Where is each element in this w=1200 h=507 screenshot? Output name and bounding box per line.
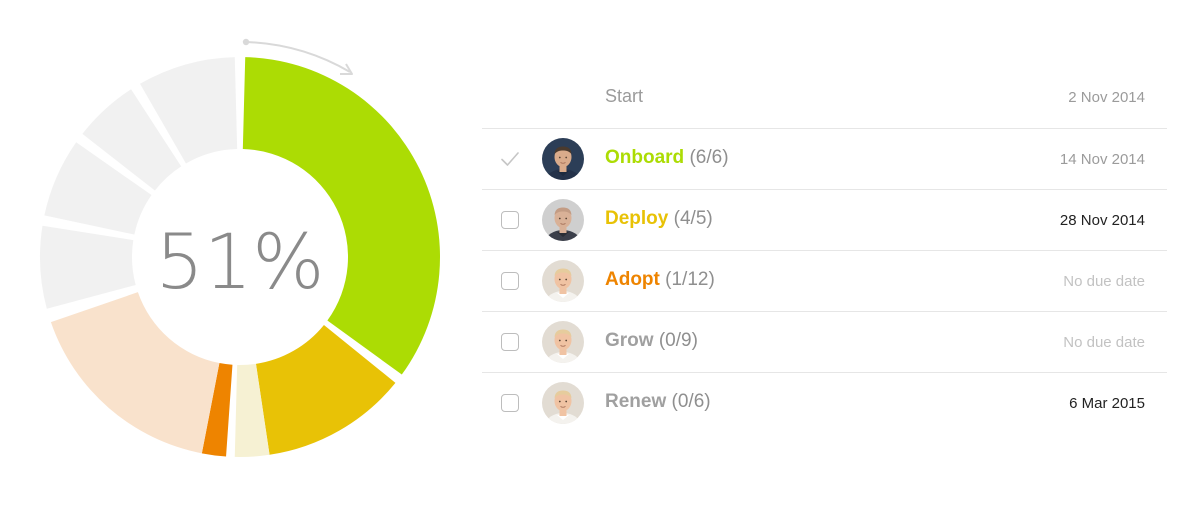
due-date[interactable]: No due date — [1063, 334, 1145, 351]
stage-row-renew[interactable]: Renew (0/6) 6 Mar 2015 — [482, 373, 1167, 434]
stage-row-deploy[interactable]: Deploy (4/5) 28 Nov 2014 — [482, 190, 1167, 251]
avatar-grow[interactable] — [542, 321, 584, 363]
person-bald-icon — [542, 199, 584, 241]
avatar-deploy[interactable] — [542, 199, 584, 241]
person-fair-hair-icon — [542, 260, 584, 302]
stage-title-deploy[interactable]: Deploy (4/5) — [605, 208, 713, 230]
lifecycle-stage-list: Start 2 Nov 2014 Onboard (6/6) 14 Nov 20… — [482, 67, 1167, 434]
donut-segment-deploy-remaining — [234, 363, 270, 457]
stage-title-onboard[interactable]: Onboard (6/6) — [605, 147, 729, 169]
donut-segment-adopt-remaining — [50, 292, 220, 454]
stage-name[interactable]: Adopt — [605, 269, 660, 290]
donut-segments — [39, 57, 440, 457]
checkbox[interactable] — [501, 272, 519, 290]
person-fair-hair-icon — [542, 321, 584, 363]
donut-segment-remaining-6 — [140, 57, 238, 164]
stage-name[interactable]: Deploy — [605, 208, 669, 229]
stage-count: (0/9) — [658, 330, 698, 351]
stage-name[interactable]: Renew — [605, 391, 667, 412]
stage-name[interactable]: Grow — [605, 330, 654, 351]
donut-segment-remaining-5 — [82, 89, 182, 191]
due-date[interactable]: No due date — [1063, 273, 1145, 290]
donut-segment-onboard — [242, 57, 440, 375]
avatar-renew[interactable] — [542, 382, 584, 424]
stage-row-grow[interactable]: Grow (0/9) No due date — [482, 312, 1167, 373]
direction-arrow-icon — [242, 38, 353, 75]
person-fair-hair-icon — [542, 382, 584, 424]
stage-title-adopt[interactable]: Adopt (1/12) — [605, 269, 715, 291]
donut-segment-deploy-done — [255, 324, 396, 455]
due-date[interactable]: 14 Nov 2014 — [1059, 151, 1145, 168]
checkbox[interactable] — [501, 211, 519, 229]
due-date[interactable]: 6 Mar 2015 — [1069, 395, 1145, 412]
stage-title-grow[interactable]: Grow (0/9) — [605, 330, 698, 352]
start-label: Start — [605, 86, 644, 106]
start-date: 2 Nov 2014 — [1068, 89, 1145, 106]
progress-percent: 51% — [156, 217, 325, 306]
avatar-adopt[interactable] — [542, 260, 584, 302]
checkmark-icon[interactable] — [499, 148, 521, 170]
stage-count: (1/12) — [665, 269, 715, 290]
checkbox[interactable] — [501, 333, 519, 351]
donut-segment-renew-remaining — [44, 142, 152, 235]
stage-count: (4/5) — [673, 208, 713, 229]
stage-count: (6/6) — [689, 147, 729, 168]
person-dark-hair-icon — [542, 138, 584, 180]
progress-donut-chart: 51% — [39, 38, 440, 457]
stage-row-onboard[interactable]: Onboard (6/6) 14 Nov 2014 — [482, 129, 1167, 190]
start-row: Start 2 Nov 2014 — [482, 67, 1167, 129]
due-date[interactable]: 28 Nov 2014 — [1059, 212, 1145, 229]
stage-title-renew[interactable]: Renew (0/6) — [605, 391, 711, 413]
donut-segment-adopt-done — [201, 363, 233, 457]
checkbox[interactable] — [501, 394, 519, 412]
stage-count: (0/6) — [671, 391, 711, 412]
donut-segment-grow-remaining — [39, 225, 136, 309]
avatar-onboard[interactable] — [542, 138, 584, 180]
stage-row-adopt[interactable]: Adopt (1/12) No due date — [482, 251, 1167, 312]
stage-name[interactable]: Onboard — [605, 147, 685, 168]
